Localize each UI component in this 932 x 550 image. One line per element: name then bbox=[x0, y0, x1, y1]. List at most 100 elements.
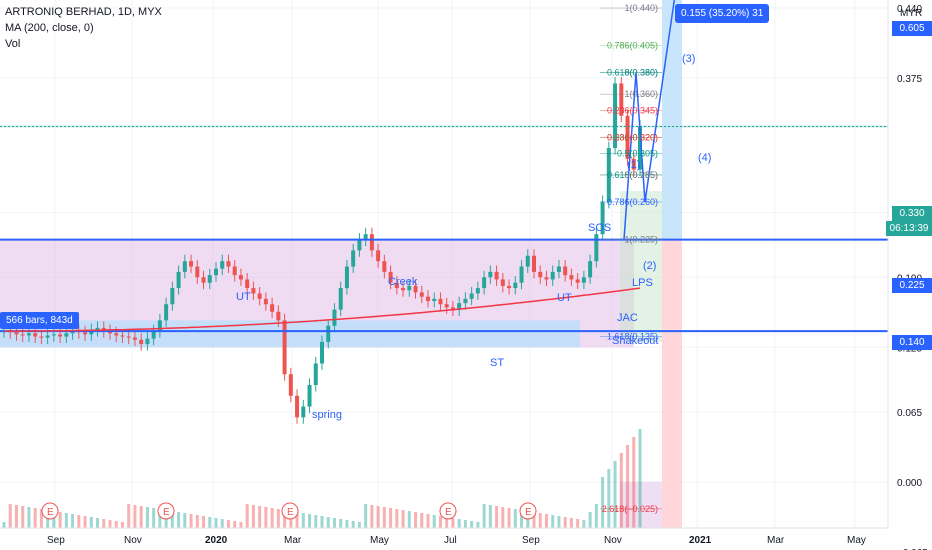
volume-bar bbox=[557, 516, 561, 528]
candle-body bbox=[201, 277, 206, 283]
volume-bar bbox=[320, 516, 324, 528]
fib-level-label: 0.618(0.380) bbox=[607, 68, 658, 78]
volume-bar bbox=[52, 511, 56, 528]
volume-bar bbox=[114, 521, 118, 528]
candle-body bbox=[176, 271, 181, 289]
candle-body bbox=[251, 288, 256, 294]
volume-bar bbox=[202, 516, 206, 528]
candle-body bbox=[351, 250, 356, 267]
candle-body bbox=[426, 296, 430, 301]
volume-bar bbox=[445, 517, 449, 528]
earnings-marker bbox=[439, 502, 457, 520]
annotation-label: UT bbox=[236, 291, 251, 303]
candle-body bbox=[58, 334, 63, 337]
time-axis-label: Mar bbox=[284, 535, 302, 546]
price-axis-label: 0.440 bbox=[897, 4, 922, 15]
volume-bar bbox=[526, 511, 530, 528]
price-tag-shakeout: 0.140 bbox=[892, 335, 932, 350]
volume-bar bbox=[563, 517, 567, 528]
candle-body bbox=[295, 395, 300, 418]
candle-body bbox=[14, 332, 19, 335]
candle-body bbox=[232, 266, 237, 276]
volume-bar bbox=[607, 469, 611, 528]
candle-body bbox=[257, 293, 262, 299]
volume-bar bbox=[139, 506, 143, 528]
candle-body bbox=[126, 336, 131, 338]
candle-body bbox=[83, 332, 88, 335]
volume-bar bbox=[83, 516, 87, 528]
volume-bar bbox=[351, 521, 355, 528]
candle-body bbox=[581, 277, 586, 283]
candle-body bbox=[401, 288, 406, 291]
time-axis-label: Jul bbox=[444, 535, 457, 546]
candle-body bbox=[363, 234, 368, 240]
volume-bar bbox=[451, 518, 455, 528]
volume-bar bbox=[501, 507, 505, 528]
candle-body bbox=[45, 335, 50, 338]
fib-level-label: 0(0.285) bbox=[624, 170, 658, 180]
volume-bar bbox=[2, 522, 6, 528]
candle-body bbox=[519, 266, 524, 283]
volume-bar bbox=[295, 512, 299, 528]
candle-body bbox=[494, 271, 499, 280]
volume-bar bbox=[482, 504, 486, 528]
annotation-label: Shakeout bbox=[612, 335, 658, 347]
candle-body bbox=[301, 406, 306, 418]
volume-bar bbox=[638, 429, 642, 528]
volume-bar bbox=[382, 507, 386, 528]
volume-bar bbox=[189, 514, 193, 528]
ma200-line bbox=[4, 287, 641, 332]
volume-bar bbox=[632, 437, 636, 528]
fib-level-label: 1(0.225) bbox=[624, 235, 658, 245]
volume-bar bbox=[64, 513, 68, 528]
earnings-marker bbox=[519, 502, 537, 520]
target-measure-zone bbox=[662, 0, 682, 240]
volume-bar bbox=[470, 521, 474, 528]
volume-bar bbox=[345, 520, 349, 528]
candle-body bbox=[488, 271, 493, 278]
candle-body bbox=[532, 255, 536, 272]
candle-body bbox=[482, 277, 487, 289]
candle-body bbox=[382, 261, 387, 272]
candle-body bbox=[332, 309, 337, 326]
volume-bar bbox=[432, 515, 436, 528]
volume-indicator-label[interactable]: Vol bbox=[5, 38, 21, 50]
volume-bar bbox=[226, 520, 230, 528]
volume-bar bbox=[476, 522, 480, 528]
annotation-label: (3) bbox=[682, 53, 695, 65]
volume-bar bbox=[283, 510, 287, 528]
annotation-label: Creek bbox=[388, 276, 418, 288]
time-axis: Sep Nov 2020 Mar May Jul Sep Nov 2021 Mar May bbox=[0, 527, 888, 546]
annotation-label: UT bbox=[557, 292, 572, 304]
volume-bar bbox=[301, 513, 305, 528]
symbol-title[interactable]: ARTRONIQ BERHAD, 1D, MYX bbox=[5, 6, 162, 18]
candle-body bbox=[463, 298, 468, 304]
ma-indicator-label[interactable]: MA (200, close, 0) bbox=[5, 22, 94, 34]
candle-body bbox=[189, 261, 194, 267]
candle-body bbox=[438, 298, 443, 305]
candle-body bbox=[320, 341, 324, 364]
candle-body bbox=[407, 285, 412, 291]
annotation-label: (4) bbox=[698, 152, 711, 164]
volume-bar bbox=[220, 519, 224, 528]
time-axis-label: 2020 bbox=[205, 535, 228, 546]
fib-level-label: 2.618(−0.025) bbox=[602, 504, 658, 514]
measure-label: 0.155 (35.20%) 31 bbox=[675, 4, 770, 23]
candle-body bbox=[538, 271, 543, 278]
retrace-zone bbox=[620, 191, 662, 342]
candle-body bbox=[631, 158, 636, 170]
analysis-zones bbox=[0, 0, 888, 528]
currency-label: MYR bbox=[900, 8, 922, 19]
volume-bar bbox=[102, 519, 106, 528]
annotation-label: ST bbox=[490, 357, 504, 369]
price-axis: 0.5650.5000.4400.3750.2500.1900.1250.065… bbox=[887, 0, 928, 550]
volume-bar bbox=[214, 518, 218, 528]
fib-extension-zone bbox=[620, 481, 662, 528]
earnings-marker-letter: E bbox=[525, 507, 532, 518]
candle-body bbox=[475, 288, 480, 294]
chart-legend: ARTRONIQ BERHAD, 1D, MYX MA (200, close,… bbox=[5, 4, 162, 52]
candle-body bbox=[638, 126, 642, 170]
annotation-label: (1) bbox=[627, 159, 640, 171]
volume-bar bbox=[264, 507, 268, 528]
